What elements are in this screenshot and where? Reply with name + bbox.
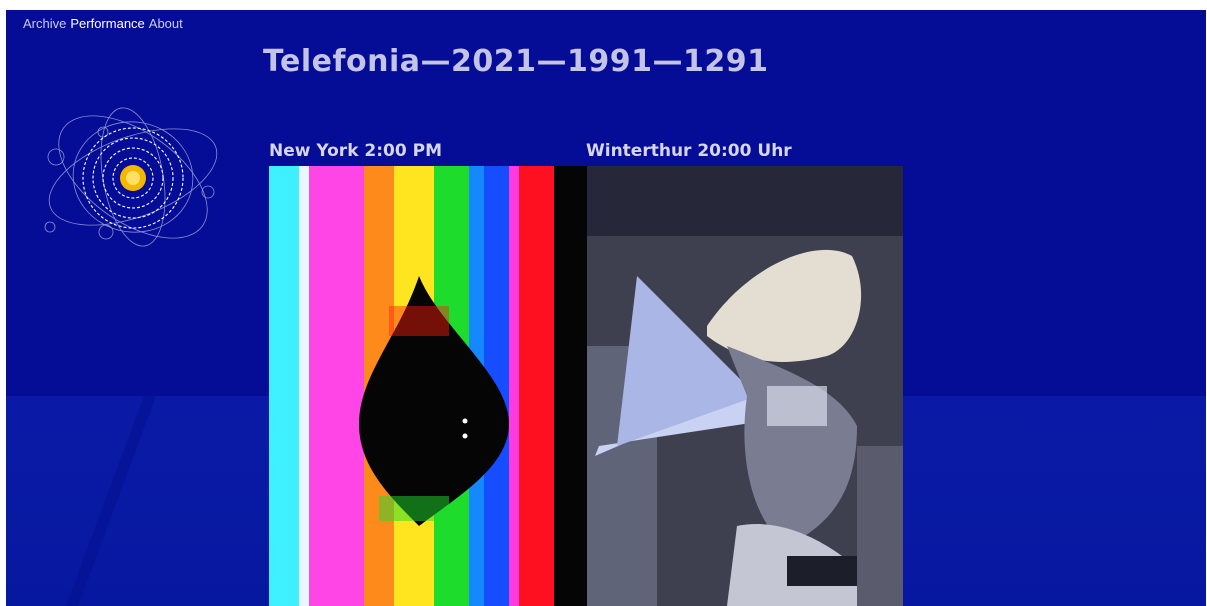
top-nav: Archive Performance About — [23, 16, 183, 31]
video-feed-winterthur[interactable] — [587, 166, 903, 606]
nav-about-link[interactable]: About — [148, 16, 183, 31]
page: Archive Performance About Telefonia—2021… — [6, 10, 1206, 606]
nav-archive-link[interactable]: Archive — [23, 16, 67, 31]
nav-performance-link[interactable]: Performance — [70, 16, 145, 31]
page-title: Telefonia—2021—1991—1291 — [263, 44, 769, 79]
stream-label-new-york: New York 2:00 PM — [269, 141, 442, 161]
stream-label-winterthur: Winterthur 20:00 Uhr — [586, 141, 792, 161]
video-feed-new-york[interactable] — [269, 166, 587, 606]
particle-orbit-logo-icon[interactable] — [38, 82, 228, 272]
